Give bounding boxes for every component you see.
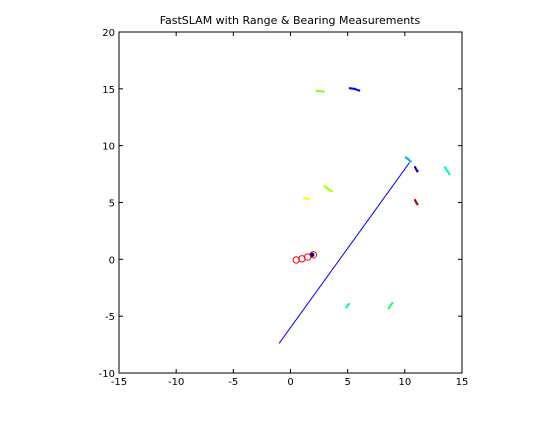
landmark-particle [353, 87, 356, 91]
landmark-cluster [303, 196, 310, 201]
landmark-particle [415, 201, 418, 204]
landmark-cluster [404, 156, 412, 163]
landmark-particle [409, 160, 412, 163]
landmark-particle [330, 189, 333, 193]
landmark-cluster [387, 301, 394, 310]
path-line [278, 162, 410, 344]
landmark-particle [416, 170, 419, 173]
x-tick-label: 0 [287, 377, 293, 388]
landmark-particle [443, 166, 447, 169]
landmark-particle [413, 199, 417, 202]
y-tick-label: 10 [102, 142, 115, 153]
landmark-particle [448, 172, 451, 176]
landmark-cluster [323, 185, 333, 193]
landmark-particle [413, 166, 417, 169]
chart-marks [278, 87, 451, 344]
x-tick-label: 10 [398, 377, 411, 388]
chart-title: FastSLAM with Range & Bearing Measuremen… [160, 14, 421, 27]
x-tick-label: 5 [344, 377, 350, 388]
landmark-particle [315, 89, 318, 93]
x-tick-label: 15 [456, 377, 469, 388]
landmark-particle [345, 305, 348, 309]
landmark-cluster [348, 87, 361, 92]
landmark-particle [404, 156, 408, 159]
landmark-particle [407, 158, 410, 161]
landmark-cluster [315, 89, 325, 93]
y-tick-label: -10 [99, 369, 115, 380]
y-tick-label: 20 [102, 28, 115, 39]
landmark-cluster [413, 199, 419, 206]
landmark-particle [357, 89, 361, 92]
landmark-particle [415, 168, 418, 171]
landmark-particle [303, 196, 306, 200]
landmark-cluster [345, 303, 351, 309]
landmark-particle [322, 90, 325, 93]
y-tick-label: 5 [109, 199, 115, 210]
pose-circle-marker [292, 256, 300, 264]
landmark-particle [319, 89, 322, 93]
landmark-cluster [443, 166, 451, 176]
y-tick-label: 0 [109, 255, 115, 266]
x-tick-label: -5 [228, 377, 238, 388]
landmark-particle [391, 301, 394, 305]
landmark-particle [305, 197, 308, 200]
landmark-particle [416, 203, 419, 206]
landmark-particle [347, 303, 351, 306]
landmark-cluster [413, 166, 419, 173]
landmark-particle [348, 87, 352, 90]
x-tick-label: -10 [168, 377, 184, 388]
landmark-particle [387, 307, 391, 310]
x-tick-label: -15 [111, 377, 127, 388]
robot-position-dot [310, 252, 315, 257]
y-tick-label: -5 [105, 312, 115, 323]
landmark-particle [323, 185, 326, 188]
y-tick-label: 15 [102, 85, 115, 96]
landmark-particle [445, 169, 449, 172]
landmark-particle [327, 187, 330, 191]
landmark-particle [307, 197, 310, 201]
landmark-particle [389, 304, 392, 307]
